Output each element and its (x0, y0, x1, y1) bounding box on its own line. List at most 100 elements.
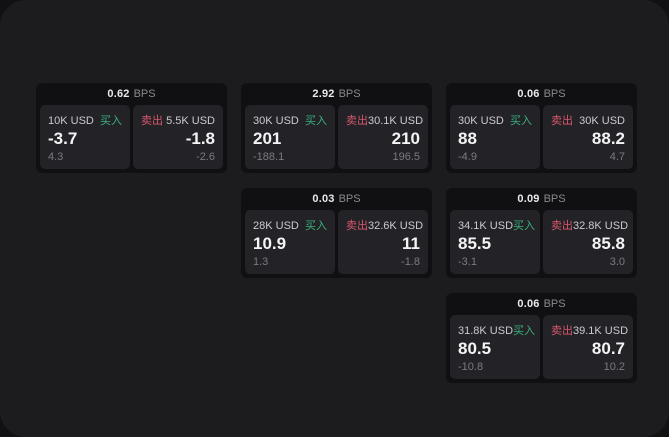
card-header: 0.62 BPS (36, 83, 227, 105)
card-header: 0.06 BPS (446, 293, 637, 315)
bps-value: 0.06 (517, 298, 540, 310)
buy-tag: 买入 (513, 325, 536, 337)
sell-sub-value: -2.6 (196, 151, 215, 163)
buy-price: 85.5 (458, 234, 492, 254)
sell-panel[interactable]: 卖出 32.6K USD 11 -1.8 (338, 210, 428, 274)
bps-value: 0.03 (312, 193, 335, 205)
sell-sub-value: 10.2 (603, 361, 625, 373)
buy-panel[interactable]: 28K USD 买入 10.9 1.3 (245, 210, 335, 274)
sell-price: 88.2 (591, 129, 625, 149)
buy-sub-value: 4.3 (48, 151, 64, 163)
sell-sub-value: 196.5 (392, 151, 420, 163)
buy-sub-value: 1.3 (253, 256, 269, 268)
buy-sub-value: -188.1 (253, 151, 285, 163)
sell-panel[interactable]: 卖出 32.8K USD 85.8 3.0 (543, 210, 633, 274)
bps-value: 0.09 (517, 193, 540, 205)
quote-card-3: 0.06 BPS 30K USD 买入 88 -4.9 卖出 30K USD 8… (446, 83, 637, 173)
sell-panel[interactable]: 卖出 39.1K USD 80.7 10.2 (543, 315, 633, 379)
sell-sub-value: -1.8 (401, 256, 420, 268)
sell-tag: 卖出 (551, 115, 573, 127)
sell-top-row: 卖出 32.8K USD (551, 217, 628, 233)
buy-panel[interactable]: 31.8K USD 买入 80.5 -10.8 (450, 315, 540, 379)
sell-amount: 5.5K USD (166, 115, 215, 127)
buy-panel[interactable]: 34.1K USD 买入 85.5 -3.1 (450, 210, 540, 274)
buy-top-row: 30K USD 买入 (253, 112, 327, 128)
panels: 31.8K USD 买入 80.5 -10.8 卖出 39.1K USD 80.… (446, 315, 637, 379)
sell-top-row: 卖出 32.6K USD (346, 217, 424, 233)
buy-sub-value: -10.8 (458, 361, 484, 373)
sell-panel[interactable]: 卖出 30.1K USD 210 196.5 (338, 105, 428, 169)
sell-tag: 卖出 (346, 115, 368, 127)
panels: 30K USD 买入 201 -188.1 卖出 30.1K USD 210 1… (241, 105, 432, 169)
buy-price: 80.5 (458, 339, 492, 359)
sell-top-row: 卖出 5.5K USD (141, 112, 215, 128)
sell-amount: 39.1K USD (573, 325, 629, 337)
sell-price: -1.8 (185, 129, 215, 149)
sell-price: 80.7 (591, 339, 625, 359)
bps-value: 2.92 (312, 88, 335, 100)
sell-top-row: 卖出 30K USD (551, 112, 625, 128)
buy-sub-value: -4.9 (458, 151, 477, 163)
sell-panel[interactable]: 卖出 5.5K USD -1.8 -2.6 (133, 105, 223, 169)
sell-panel[interactable]: 卖出 30K USD 88.2 4.7 (543, 105, 633, 169)
bps-unit-label: BPS (133, 88, 156, 100)
buy-top-row: 34.1K USD 买入 (458, 217, 536, 233)
sell-amount: 30.1K USD (368, 115, 424, 127)
buy-price: -3.7 (48, 129, 78, 149)
bps-unit-label: BPS (543, 193, 566, 205)
buy-price: 201 (253, 129, 282, 149)
sell-sub-value: 3.0 (609, 256, 625, 268)
sell-tag: 卖出 (346, 220, 368, 232)
sell-price: 85.8 (591, 234, 625, 254)
sell-amount: 30K USD (579, 115, 625, 127)
sell-top-row: 卖出 30.1K USD (346, 112, 424, 128)
buy-amount: 10K USD (48, 115, 94, 127)
bps-unit-label: BPS (338, 88, 361, 100)
sell-tag: 卖出 (551, 220, 573, 232)
panels: 28K USD 买入 10.9 1.3 卖出 32.6K USD 11 -1.8 (241, 210, 432, 274)
card-header: 0.03 BPS (241, 188, 432, 210)
buy-top-row: 28K USD 买入 (253, 217, 327, 233)
buy-panel[interactable]: 30K USD 买入 88 -4.9 (450, 105, 540, 169)
quote-card-5: 0.09 BPS 34.1K USD 买入 85.5 -3.1 卖出 32.8K… (446, 188, 637, 278)
buy-price: 88 (458, 129, 477, 149)
buy-amount: 28K USD (253, 220, 299, 232)
quote-card-2: 2.92 BPS 30K USD 买入 201 -188.1 卖出 30.1K … (241, 83, 432, 173)
quote-card-1: 0.62 BPS 10K USD 买入 -3.7 4.3 卖出 5.5K USD… (36, 83, 227, 173)
bps-value: 0.62 (107, 88, 130, 100)
bps-unit-label: BPS (543, 88, 566, 100)
buy-top-row: 10K USD 买入 (48, 112, 122, 128)
buy-tag: 买入 (510, 115, 532, 127)
buy-amount: 31.8K USD (458, 325, 514, 337)
panels: 10K USD 买入 -3.7 4.3 卖出 5.5K USD -1.8 -2.… (36, 105, 227, 169)
card-header: 0.06 BPS (446, 83, 637, 105)
sell-tag: 卖出 (551, 325, 573, 337)
sell-tag: 卖出 (141, 115, 163, 127)
panels: 34.1K USD 买入 85.5 -3.1 卖出 32.8K USD 85.8… (446, 210, 637, 274)
buy-panel[interactable]: 10K USD 买入 -3.7 4.3 (40, 105, 130, 169)
buy-top-row: 31.8K USD 买入 (458, 322, 536, 338)
buy-top-row: 30K USD 买入 (458, 112, 532, 128)
buy-sub-value: -3.1 (458, 256, 477, 268)
sell-price: 11 (402, 234, 420, 254)
buy-amount: 34.1K USD (458, 220, 514, 232)
bps-value: 0.06 (517, 88, 540, 100)
quote-card-4: 0.03 BPS 28K USD 买入 10.9 1.3 卖出 32.6K US… (241, 188, 432, 278)
bps-unit-label: BPS (543, 298, 566, 310)
panels: 30K USD 买入 88 -4.9 卖出 30K USD 88.2 4.7 (446, 105, 637, 169)
buy-amount: 30K USD (253, 115, 299, 127)
bps-unit-label: BPS (338, 193, 361, 205)
buy-tag: 买入 (305, 115, 327, 127)
buy-panel[interactable]: 30K USD 买入 201 -188.1 (245, 105, 335, 169)
sell-sub-value: 4.7 (609, 151, 625, 163)
buy-tag: 买入 (513, 220, 536, 232)
buy-tag: 买入 (100, 115, 122, 127)
sell-amount: 32.6K USD (368, 220, 424, 232)
buy-tag: 买入 (305, 220, 327, 232)
sell-price: 210 (391, 129, 420, 149)
sell-top-row: 卖出 39.1K USD (551, 322, 629, 338)
buy-price: 10.9 (253, 234, 287, 254)
buy-amount: 30K USD (458, 115, 504, 127)
card-header: 0.09 BPS (446, 188, 637, 210)
